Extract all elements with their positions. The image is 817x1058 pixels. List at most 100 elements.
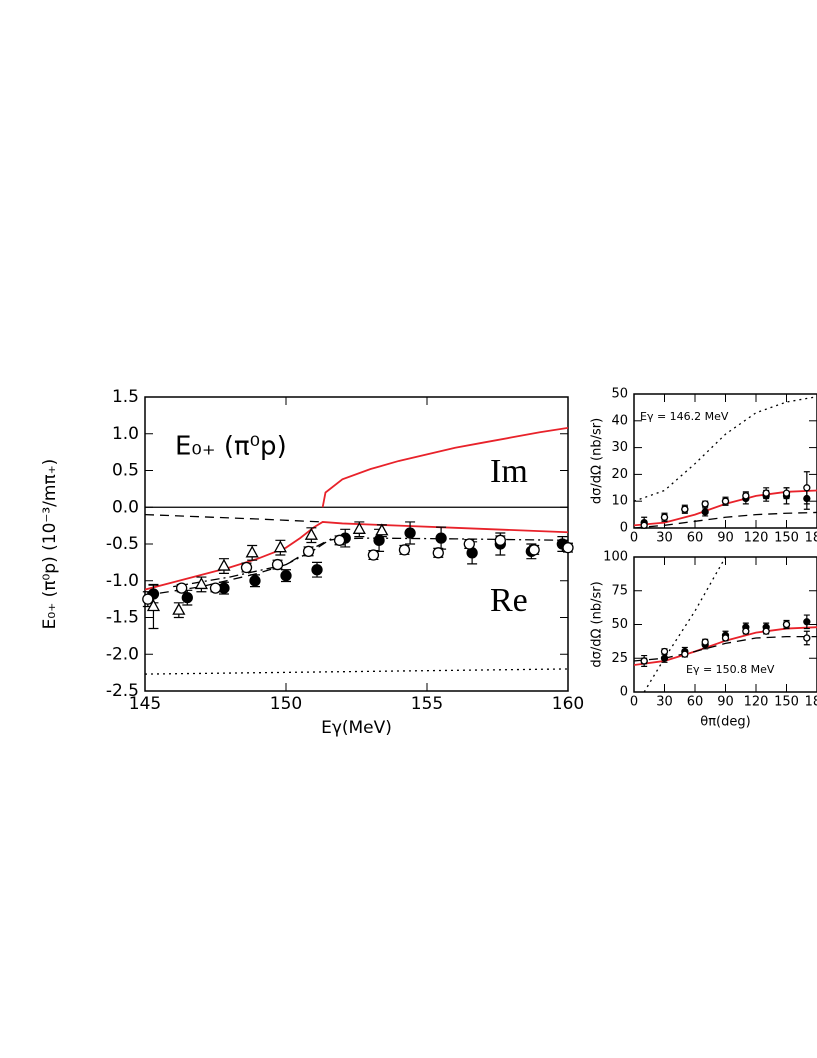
data-point bbox=[660, 647, 669, 656]
x-tick-label: 155 bbox=[411, 694, 443, 714]
x-tick-label: 0 bbox=[630, 530, 638, 545]
annotation: Eγ = 150.8 MeV bbox=[686, 663, 775, 676]
y-axis-label: dσ/dΩ (nb/sr) bbox=[590, 581, 605, 667]
data-point bbox=[280, 569, 292, 582]
y-tick-label: 40 bbox=[611, 413, 628, 428]
y-tick-label: 1.0 bbox=[112, 424, 139, 444]
data-point bbox=[311, 564, 323, 576]
x-tick-label: 120 bbox=[744, 694, 769, 709]
y-tick-label: -2.0 bbox=[106, 644, 139, 664]
x-tick-label: 60 bbox=[687, 694, 704, 709]
y-tick-label: 50 bbox=[611, 617, 628, 632]
data-point bbox=[176, 582, 188, 594]
curve bbox=[634, 511, 817, 528]
data-point bbox=[172, 602, 186, 615]
data-point bbox=[333, 534, 346, 546]
y-tick-label: -1.0 bbox=[106, 571, 139, 591]
data-point bbox=[803, 634, 811, 642]
y-tick-label: 75 bbox=[611, 583, 628, 598]
y-tick-label: 20 bbox=[611, 467, 628, 482]
annotation: Eγ = 146.2 MeV bbox=[640, 410, 729, 423]
data-point bbox=[245, 545, 259, 558]
data-point bbox=[194, 577, 208, 590]
y-tick-label: 100 bbox=[603, 550, 628, 565]
data-point bbox=[803, 618, 811, 626]
data-point bbox=[803, 484, 811, 492]
curve bbox=[145, 668, 568, 675]
data-point bbox=[463, 538, 475, 550]
y-tick-label: 10 bbox=[611, 494, 628, 509]
annotation: Im bbox=[490, 453, 528, 490]
data-point bbox=[142, 593, 154, 605]
data-point bbox=[742, 627, 750, 635]
y-tick-label: 25 bbox=[611, 651, 628, 666]
data-point bbox=[209, 582, 222, 594]
x-tick-label: 150 bbox=[270, 694, 302, 714]
data-point bbox=[352, 521, 366, 534]
data-point bbox=[217, 558, 231, 571]
data-point bbox=[742, 492, 750, 500]
x-tick-label: 180 bbox=[805, 530, 817, 545]
data-point bbox=[249, 575, 261, 587]
data-point bbox=[660, 513, 669, 521]
y-tick-label: 30 bbox=[611, 440, 628, 455]
x-axis-label: θπ(deg) bbox=[700, 715, 750, 730]
data-point bbox=[271, 558, 284, 571]
x-tick-label: 150 bbox=[774, 530, 799, 545]
annotation: E₀₊ (π⁰p) bbox=[175, 432, 287, 462]
y-tick-label: -2.5 bbox=[106, 681, 139, 701]
data-point bbox=[302, 545, 315, 557]
x-axis-label: Eγ(MeV) bbox=[321, 718, 392, 738]
x-tick-label: 180 bbox=[805, 694, 817, 709]
curve bbox=[173, 537, 568, 588]
data-point bbox=[782, 489, 791, 497]
x-tick-label: 30 bbox=[656, 694, 673, 709]
data-point bbox=[660, 654, 669, 662]
curve bbox=[145, 513, 323, 523]
data-point bbox=[273, 540, 287, 553]
y-tick-label: 0 bbox=[620, 685, 628, 700]
data-point bbox=[701, 638, 709, 646]
x-tick-label: 160 bbox=[552, 694, 584, 714]
data-point bbox=[721, 497, 730, 505]
y-tick-label: -1.5 bbox=[106, 608, 139, 628]
x-tick-label: 0 bbox=[630, 694, 638, 709]
y-tick-label: 50 bbox=[611, 387, 628, 402]
annotation: Re bbox=[490, 582, 528, 619]
data-point bbox=[681, 650, 689, 658]
y-axis-label: dσ/dΩ (nb/sr) bbox=[590, 418, 605, 504]
x-tick-label: 150 bbox=[774, 694, 799, 709]
data-point bbox=[146, 599, 161, 612]
data-point bbox=[681, 505, 689, 513]
data-point bbox=[367, 549, 380, 561]
data-point bbox=[181, 592, 193, 604]
data-point bbox=[640, 657, 648, 665]
y-tick-label: 0.0 bbox=[112, 497, 139, 517]
data-point bbox=[640, 521, 648, 529]
data-point bbox=[528, 544, 540, 556]
data-point bbox=[404, 527, 416, 539]
data-point bbox=[562, 542, 574, 554]
x-tick-label: 30 bbox=[656, 530, 673, 545]
x-tick-label: 90 bbox=[717, 694, 734, 709]
data-point bbox=[304, 527, 318, 540]
data-point bbox=[435, 532, 447, 544]
x-tick-label: 90 bbox=[717, 530, 734, 545]
curve bbox=[321, 426, 568, 508]
data-point bbox=[494, 534, 506, 546]
data-point bbox=[782, 620, 791, 629]
data-point bbox=[721, 634, 730, 642]
data-point bbox=[375, 523, 389, 536]
data-point bbox=[701, 508, 709, 516]
data-point bbox=[240, 561, 253, 574]
data-point bbox=[762, 489, 770, 497]
data-point bbox=[398, 544, 411, 556]
curve bbox=[634, 396, 817, 502]
data-point bbox=[762, 627, 770, 635]
x-tick-label: 120 bbox=[744, 530, 769, 545]
curve bbox=[643, 557, 727, 692]
data-point bbox=[432, 547, 444, 559]
y-axis-label: E₀₊ (π⁰p) (10⁻³/mπ₊) bbox=[40, 459, 60, 630]
